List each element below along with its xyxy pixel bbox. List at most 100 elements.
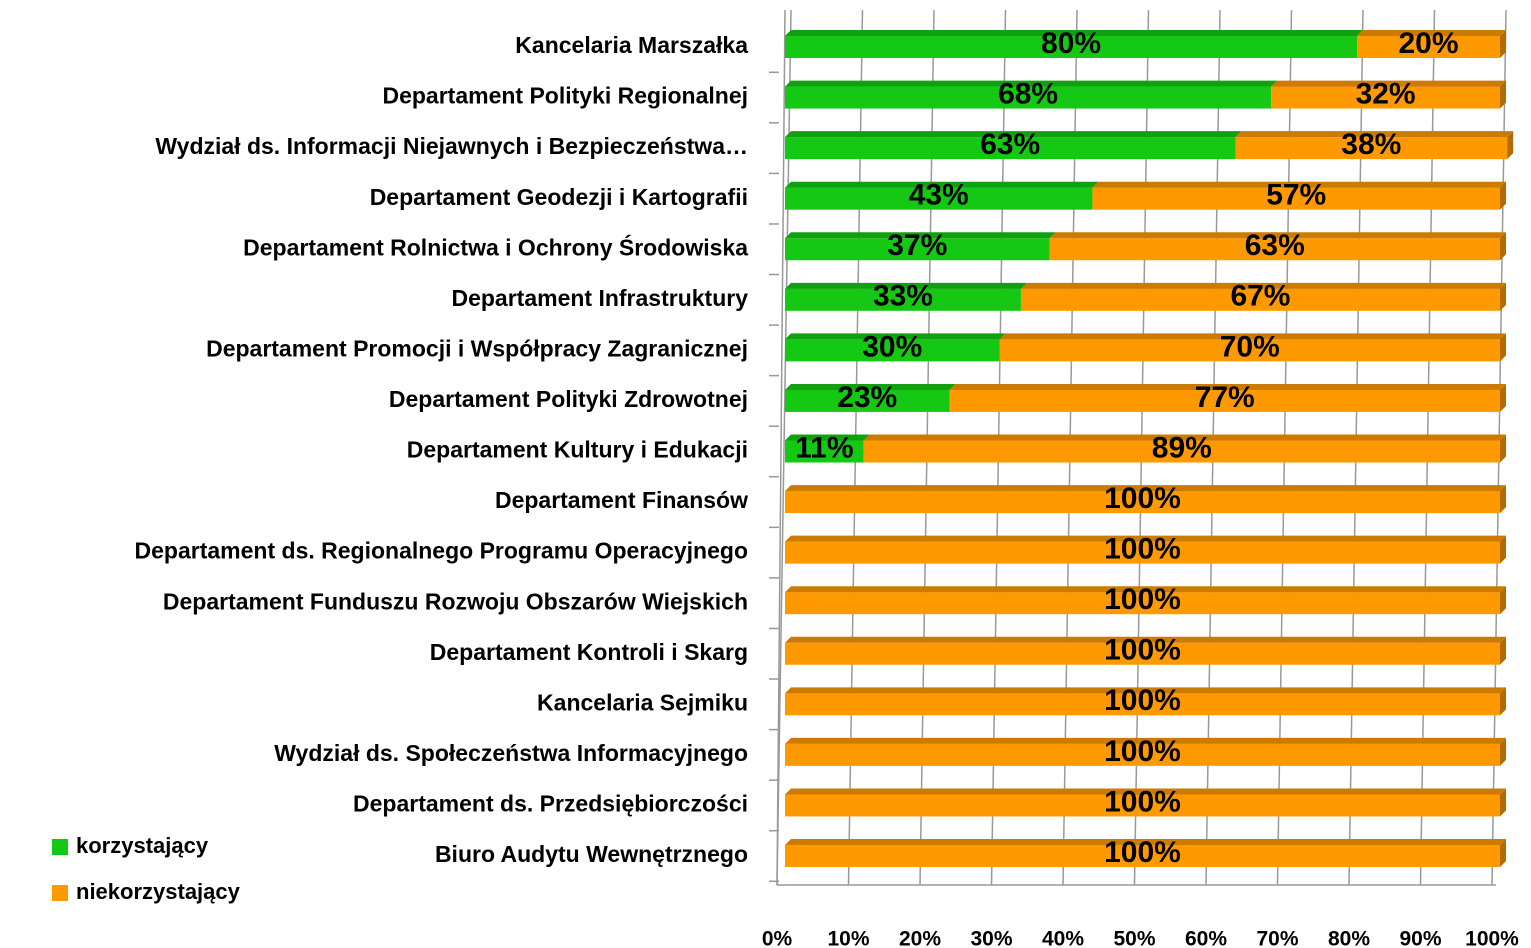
x-tick-label: 60%	[1185, 928, 1227, 948]
value-label: 38%	[1341, 128, 1401, 161]
value-label: 100%	[1104, 684, 1181, 717]
bar	[785, 743, 1500, 766]
category-label: Kancelaria Marszałka	[515, 32, 748, 58]
x-tick-label: 50%	[1113, 928, 1155, 948]
value-label: 11%	[795, 431, 853, 464]
category-label: Wydział ds. Informacji Niejawnych i Bezp…	[155, 133, 748, 159]
bar	[785, 491, 1500, 514]
bar-depth	[785, 232, 1056, 239]
bar	[785, 187, 1093, 210]
category-label: Departament ds. Przedsiębiorczości	[353, 791, 748, 817]
bar-depth	[863, 434, 1506, 441]
value-label: 100%	[1104, 583, 1181, 616]
bar-depth	[1092, 181, 1506, 188]
x-tick-label: 100%	[1465, 928, 1519, 948]
x-tick-label: 20%	[899, 928, 941, 948]
bar-depth	[785, 839, 1506, 845]
category-label: Departament Kontroli i Skarg	[430, 639, 748, 665]
bar	[785, 389, 950, 412]
category-label: Departament Infrastruktury	[451, 285, 748, 311]
bar	[1235, 137, 1508, 160]
legend-swatch	[52, 839, 68, 855]
legend-label: korzystający	[76, 833, 209, 858]
bar	[785, 845, 1500, 867]
x-tick-label: 0%	[762, 928, 793, 948]
bar	[1049, 238, 1500, 261]
bar	[1092, 187, 1500, 210]
bar-depth	[785, 181, 1099, 188]
category-label: Kancelaria Sejmiku	[537, 689, 748, 715]
bar-depth	[785, 383, 956, 390]
value-label: 67%	[1230, 280, 1290, 313]
value-label: 20%	[1398, 27, 1458, 60]
value-label: 80%	[1041, 27, 1101, 60]
legend-label: niekorzystający	[76, 879, 241, 904]
bar	[1020, 288, 1500, 311]
x-tick-label: 30%	[970, 928, 1012, 948]
x-tick-label: 10%	[827, 928, 869, 948]
bar-depth	[785, 80, 1278, 87]
bar-depth	[785, 485, 1506, 492]
bar	[785, 36, 1357, 58]
bar	[863, 440, 1500, 463]
value-label: 89%	[1152, 431, 1212, 464]
bar-depth	[1500, 333, 1506, 362]
value-label: 100%	[1104, 785, 1181, 818]
bar-depth	[785, 737, 1506, 744]
bar-depth	[1500, 687, 1506, 716]
legend-swatch	[52, 885, 68, 901]
bar-depth	[1500, 181, 1506, 210]
category-label: Departament Promocji i Współpracy Zagran…	[206, 335, 748, 361]
bar-depth	[1500, 788, 1506, 817]
value-label: 23%	[837, 381, 897, 414]
category-label: Wydział ds. Społeczeństwa Informacyjnego	[274, 740, 748, 766]
bar-depth	[785, 586, 1506, 593]
value-label: 33%	[873, 280, 933, 313]
category-label: Departament Funduszu Rozwoju Obszarów Wi…	[163, 588, 748, 614]
bar-depth	[1507, 131, 1514, 160]
bar	[785, 288, 1021, 311]
bar-depth	[1500, 282, 1506, 311]
bar	[785, 86, 1272, 109]
bar-depth	[1235, 131, 1514, 138]
bar	[785, 592, 1500, 615]
value-label: 43%	[909, 179, 969, 212]
value-label: 37%	[887, 229, 947, 262]
bar	[785, 794, 1500, 817]
bar	[949, 389, 1500, 412]
bar-depth	[1500, 737, 1506, 766]
bar-depth	[785, 535, 1506, 542]
bar	[1357, 36, 1500, 58]
x-tick-label: 70%	[1256, 928, 1298, 948]
category-label: Departament Finansów	[495, 487, 748, 513]
bar-depth	[1271, 80, 1506, 87]
bar-depth	[1357, 30, 1506, 36]
bar	[785, 440, 864, 463]
category-label: Departament ds. Regionalnego Programu Op…	[135, 538, 748, 564]
category-label: Departament Kultury i Edukacji	[407, 437, 748, 463]
value-label: 68%	[998, 77, 1058, 110]
bar	[785, 137, 1236, 160]
bar-depth	[1500, 232, 1506, 261]
bar-depth	[1500, 80, 1506, 109]
bar-depth	[1500, 485, 1506, 514]
category-label: Departament Polityki Zdrowotnej	[389, 386, 748, 412]
bar	[785, 238, 1050, 261]
bar-depth	[1500, 30, 1506, 58]
value-label: 100%	[1104, 533, 1181, 566]
bar-depth	[785, 282, 1027, 289]
bar	[999, 339, 1500, 362]
bar	[785, 642, 1500, 665]
bar-depth	[785, 687, 1506, 694]
category-label: Departament Rolnictwa i Ochrony Środowis…	[243, 233, 748, 260]
value-label: 57%	[1266, 179, 1326, 212]
bar-depth	[785, 30, 1363, 36]
category-label: Departament Polityki Regionalnej	[382, 83, 748, 109]
category-label: Departament Geodezji i Kartografii	[370, 184, 748, 210]
bar-depth	[785, 636, 1506, 643]
bar-depth	[785, 131, 1242, 138]
bar-depth	[1500, 434, 1506, 463]
value-label: 63%	[980, 128, 1040, 161]
value-label: 100%	[1104, 836, 1181, 869]
x-tick-label: 40%	[1042, 928, 1084, 948]
